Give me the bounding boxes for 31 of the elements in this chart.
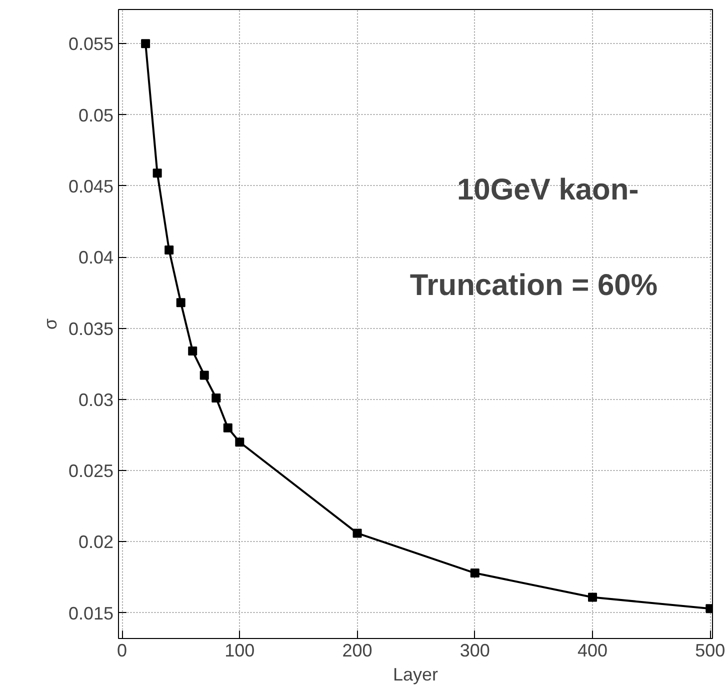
y-tick-label: 0.04 bbox=[78, 248, 114, 268]
point bbox=[152, 168, 162, 178]
y-tick-label: 0.045 bbox=[68, 176, 114, 196]
x-tick-label: 500 bbox=[695, 640, 725, 660]
y-tick-label: 0.015 bbox=[68, 603, 114, 624]
x-axis-title: Layer bbox=[392, 664, 438, 684]
x-tick-label: 0 bbox=[117, 640, 128, 660]
point bbox=[470, 568, 480, 578]
point bbox=[200, 370, 209, 380]
y-tick-label: 0.02 bbox=[78, 532, 114, 552]
x-tick-label: 100 bbox=[224, 640, 255, 660]
y-tick-label: 0.025 bbox=[68, 461, 114, 482]
point bbox=[176, 298, 186, 308]
y-tick-label: 0.03 bbox=[78, 390, 114, 410]
y-tick-label: 0.055 bbox=[68, 34, 114, 54]
annotation: Truncation = 60% bbox=[410, 269, 658, 302]
x-tick-label: 300 bbox=[460, 640, 490, 660]
point bbox=[588, 592, 598, 602]
point bbox=[188, 346, 198, 356]
point bbox=[164, 246, 174, 254]
point bbox=[141, 39, 150, 48]
annotation: 10GeV kaon- bbox=[456, 174, 639, 207]
point bbox=[212, 394, 221, 402]
x-tick-label: 400 bbox=[578, 640, 608, 660]
x-tick-label: 200 bbox=[342, 640, 372, 660]
point bbox=[235, 438, 244, 447]
y-tick-label: 0.05 bbox=[78, 105, 114, 126]
y-tick-label: 0.035 bbox=[68, 318, 114, 339]
point bbox=[223, 423, 232, 432]
point bbox=[352, 528, 362, 538]
y-axis-title: σ bbox=[40, 318, 60, 330]
